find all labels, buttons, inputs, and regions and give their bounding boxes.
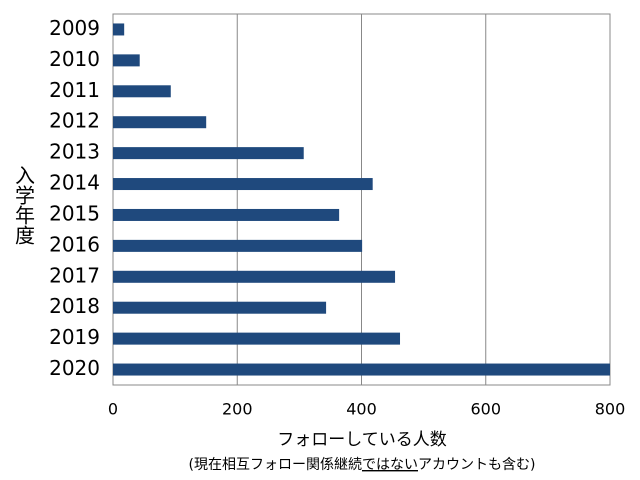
x-tick-label: 600 <box>470 400 501 419</box>
y-tick-label: 2018 <box>49 294 100 318</box>
y-tick-label: 2020 <box>49 356 100 380</box>
y-tick-label: 2016 <box>49 232 100 256</box>
x-tick-label: 400 <box>346 400 377 419</box>
x-tick-label: 800 <box>595 400 626 419</box>
bar <box>113 23 125 36</box>
bar <box>113 85 171 98</box>
bar <box>113 332 401 345</box>
y-tick-label: 2015 <box>49 201 100 225</box>
note-part: アカウントも含む) <box>418 457 535 473</box>
bar <box>113 116 207 129</box>
bar <box>113 301 327 314</box>
y-tick-label: 2019 <box>49 325 100 349</box>
bar <box>113 208 340 221</box>
bar <box>113 270 396 283</box>
y-axis-label: 入学年度 <box>12 165 36 245</box>
y-tick-label: 2012 <box>49 109 100 133</box>
x-axis-note: (現在相互フォロー関係継続ではないアカウントも含む) <box>189 456 536 473</box>
y-tick-label: 2017 <box>49 263 100 287</box>
bar <box>113 363 610 376</box>
bar <box>113 54 140 67</box>
bar <box>113 239 363 252</box>
y-tick-label: 2009 <box>49 16 100 40</box>
x-tick-label: 0 <box>108 400 118 419</box>
x-tick-label: 200 <box>222 400 253 419</box>
note-part: ではない <box>362 457 418 473</box>
x-axis-label: フォローしている人数 <box>277 430 447 450</box>
bar <box>113 147 304 160</box>
y-tick-label: 2011 <box>49 78 100 102</box>
y-tick-label: 2013 <box>49 140 100 164</box>
y-tick-label: 2014 <box>49 171 100 195</box>
note-part: (現在相互フォロー関係継続 <box>189 456 362 473</box>
y-tick-label: 2010 <box>49 47 100 71</box>
bar <box>113 178 373 191</box>
plot-border <box>112 13 611 386</box>
